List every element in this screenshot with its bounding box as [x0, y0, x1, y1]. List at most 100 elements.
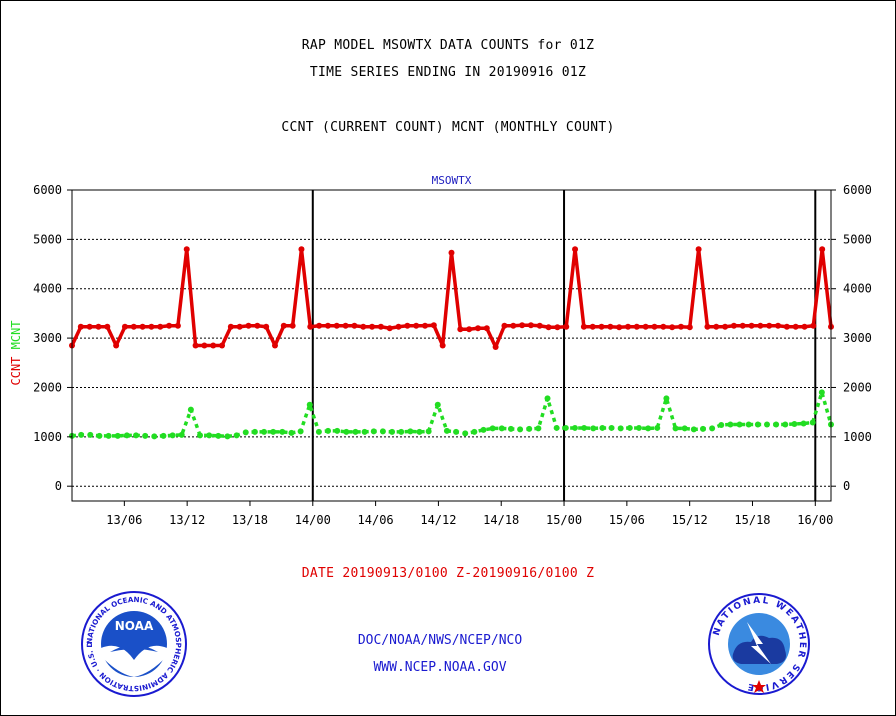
- data-point-ccnt: [704, 323, 711, 330]
- data-point-ccnt: [307, 323, 314, 330]
- data-point-ccnt: [113, 342, 120, 349]
- data-point-mcnt: [626, 424, 633, 431]
- data-point-ccnt: [289, 322, 296, 329]
- x-tick-label: 14/06: [358, 513, 394, 527]
- data-point-ccnt: [695, 246, 702, 253]
- axes: [67, 189, 836, 506]
- data-point-mcnt: [507, 425, 514, 432]
- date-range-label: DATE 20190913/0100 Z-20190916/0100 Z: [301, 566, 595, 581]
- data-point-mcnt: [809, 419, 816, 426]
- data-point-ccnt: [236, 323, 243, 330]
- data-point-mcnt: [590, 425, 597, 432]
- data-point-ccnt: [810, 322, 817, 329]
- data-point-ccnt: [298, 246, 305, 253]
- data-point-mcnt: [279, 428, 286, 435]
- data-point-mcnt: [745, 421, 752, 428]
- data-point-ccnt: [377, 323, 384, 330]
- series-layer: [69, 246, 834, 440]
- data-point-mcnt: [453, 428, 460, 435]
- y-axis-label-ccnt: CCNT: [9, 349, 23, 385]
- data-point-ccnt: [219, 342, 226, 349]
- data-point-mcnt: [736, 421, 743, 428]
- plot-title: MSOWTX: [432, 174, 472, 187]
- chart-title-line1: RAP MODEL MSOWTX DATA COUNTS for 01Z: [301, 38, 595, 53]
- data-point-ccnt: [580, 323, 587, 330]
- data-point-ccnt: [77, 323, 84, 330]
- data-point-ccnt: [713, 323, 720, 330]
- data-point-ccnt: [130, 323, 137, 330]
- data-point-ccnt: [466, 326, 473, 333]
- data-point-mcnt: [123, 432, 130, 439]
- data-point-mcnt: [526, 425, 533, 432]
- data-point-ccnt: [227, 323, 234, 330]
- data-point-ccnt: [148, 323, 155, 330]
- data-point-mcnt: [562, 424, 569, 431]
- data-point-mcnt: [142, 432, 149, 439]
- data-point-ccnt: [501, 322, 508, 329]
- x-tick-label: 16/00: [797, 513, 833, 527]
- axis-labels: 0 0 1000 1000 2000 2000 3000 3000 4000 4000 5000 50…: [9, 174, 872, 527]
- nws-logo: NATIONAL WEATHER SERVICE: [708, 593, 810, 695]
- data-point-ccnt: [192, 342, 199, 349]
- data-point-ccnt: [439, 342, 446, 349]
- series-line-mcnt: [71, 390, 833, 439]
- y-tick-label-right: 3000: [843, 331, 872, 345]
- data-point-ccnt: [563, 323, 570, 330]
- data-point-mcnt: [352, 428, 359, 435]
- data-point-ccnt: [271, 342, 278, 349]
- data-point-mcnt: [645, 425, 652, 432]
- x-tick-label: 15/06: [609, 513, 645, 527]
- data-point-mcnt: [571, 424, 578, 431]
- y-axis-label: CCNT MCNT: [9, 320, 23, 385]
- y-tick-label-right: 0: [843, 479, 850, 493]
- data-point-ccnt: [333, 322, 340, 329]
- data-point-mcnt: [242, 429, 249, 436]
- data-point-mcnt: [398, 428, 405, 435]
- data-point-mcnt: [617, 425, 624, 432]
- data-point-mcnt: [635, 424, 642, 431]
- data-point-mcnt: [800, 420, 807, 427]
- data-point-mcnt: [407, 428, 414, 435]
- data-point-ccnt: [280, 322, 287, 329]
- data-point-ccnt: [642, 323, 649, 330]
- data-point-mcnt: [87, 431, 94, 438]
- data-point-ccnt: [545, 324, 552, 331]
- data-point-ccnt: [739, 322, 746, 329]
- y-tick-label-right: 6000: [843, 183, 872, 197]
- data-point-ccnt: [245, 322, 252, 329]
- data-point-ccnt: [157, 323, 164, 330]
- data-point-mcnt: [389, 428, 396, 435]
- data-point-ccnt: [519, 322, 526, 329]
- y-tick-label-left: 1000: [33, 430, 62, 444]
- data-point-ccnt: [554, 324, 561, 331]
- data-point-ccnt: [483, 325, 490, 332]
- data-point-ccnt: [201, 342, 208, 349]
- data-point-mcnt: [315, 428, 322, 435]
- data-point-ccnt: [757, 322, 764, 329]
- chart-title-line2: TIME SERIES ENDING IN 20190916 01Z: [309, 65, 587, 80]
- data-point-mcnt: [699, 425, 706, 432]
- data-point-ccnt: [792, 323, 799, 330]
- data-point-mcnt: [773, 421, 780, 428]
- data-point-ccnt: [324, 322, 331, 329]
- data-point-ccnt: [86, 323, 93, 330]
- y-tick-label-left: 0: [55, 479, 62, 493]
- x-tick-label: 14/12: [420, 513, 456, 527]
- data-point-ccnt: [474, 325, 481, 332]
- data-point-ccnt: [263, 323, 270, 330]
- y-tick-label-left: 5000: [33, 232, 62, 246]
- data-point-mcnt: [709, 425, 716, 432]
- data-point-ccnt: [492, 343, 499, 350]
- y-tick-label-right: 1000: [843, 430, 872, 444]
- series-line-ccnt: [70, 247, 833, 349]
- y-tick-label-left: 2000: [33, 380, 62, 394]
- data-point-mcnt: [325, 427, 332, 434]
- data-point-mcnt: [754, 421, 761, 428]
- data-point-mcnt: [178, 431, 185, 438]
- data-point-mcnt: [233, 432, 240, 439]
- data-point-ccnt: [422, 322, 429, 329]
- data-point-mcnt: [498, 425, 505, 432]
- data-point-ccnt: [413, 322, 420, 329]
- data-point-mcnt: [608, 424, 615, 431]
- footer-url[interactable]: WWW.NCEP.NOAA.GOV: [373, 660, 507, 675]
